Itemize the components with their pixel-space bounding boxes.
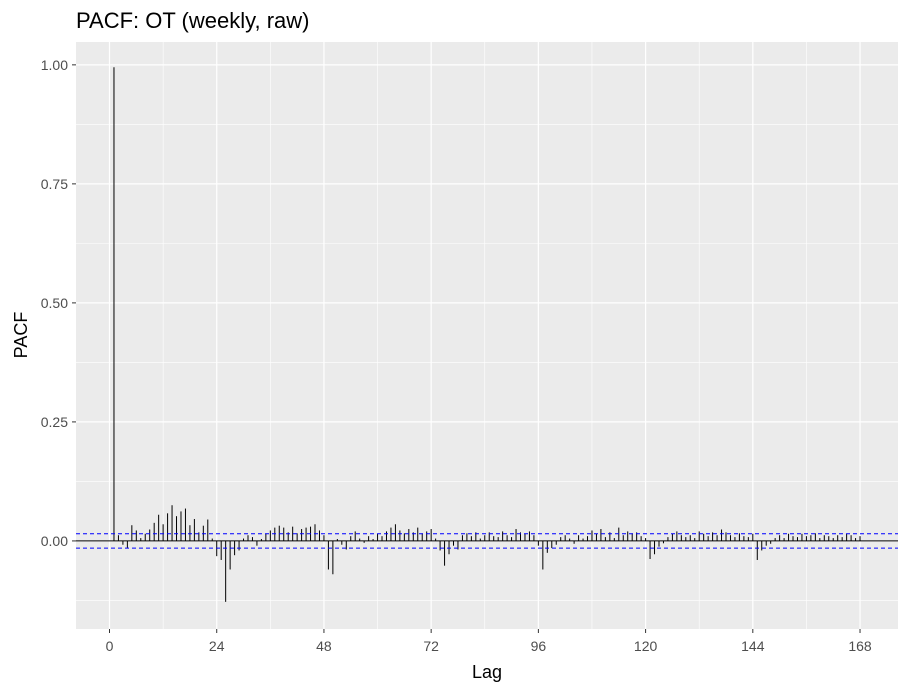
x-tick-label: 48 (316, 638, 332, 654)
x-tick-label: 120 (634, 638, 658, 654)
y-tick-label: 0.00 (41, 533, 68, 549)
x-tick-label: 24 (209, 638, 225, 654)
x-tick-label: 168 (848, 638, 872, 654)
y-tick-label: 0.25 (41, 414, 68, 430)
gridlines (76, 42, 898, 629)
y-axis-ticks: 0.00 0.25 0.50 0.75 1.00 (41, 57, 76, 549)
x-axis-title: Lag (472, 662, 502, 682)
pacf-bars (113, 67, 861, 602)
x-tick-label: 96 (531, 638, 547, 654)
chart-title: PACF: OT (weekly, raw) (76, 8, 309, 33)
x-tick-label: 72 (423, 638, 439, 654)
y-tick-label: 1.00 (41, 57, 68, 73)
plot-panel (76, 42, 898, 629)
y-tick-label: 0.50 (41, 295, 68, 311)
y-tick-label: 0.75 (41, 176, 68, 192)
x-tick-label: 144 (741, 638, 765, 654)
reference-lines (76, 533, 898, 549)
x-tick-label: 0 (106, 638, 114, 654)
y-axis-title: PACF (11, 312, 31, 359)
x-axis-ticks: 0 24 48 72 96 120 144 168 (106, 629, 872, 654)
